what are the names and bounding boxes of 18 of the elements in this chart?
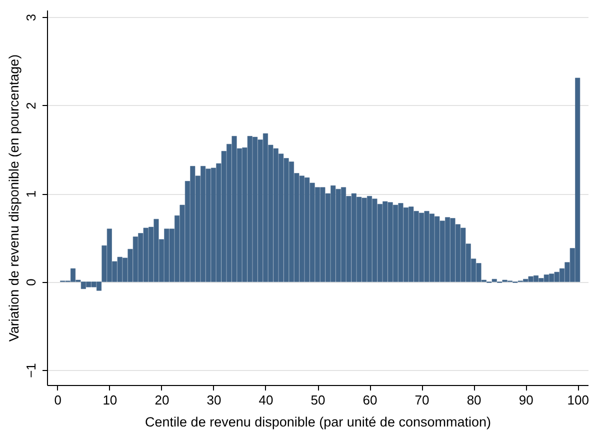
y-tick-label: −1 [24, 363, 38, 378]
x-tick-label: 40 [258, 392, 274, 408]
x-tick-label: 70 [414, 392, 430, 408]
x-tick-label: 100 [567, 392, 589, 408]
x-axis-title: Centile de revenu disponible (par unité de consommation) [145, 414, 491, 430]
x-tick-label: 60 [362, 392, 378, 408]
y-tick-label: 0 [24, 278, 38, 286]
x-tick-label: 20 [154, 392, 170, 408]
y-tick-label: 2 [24, 102, 38, 110]
x-tick-label: 30 [206, 392, 222, 408]
y-tick-label: 1 [24, 190, 38, 198]
x-tick-label: 10 [102, 392, 118, 408]
y-axis-title: Variation de revenu disponible (en pourcentage) [6, 54, 22, 342]
x-tick-label: 80 [466, 392, 482, 408]
y-tick-label: 3 [24, 14, 38, 22]
x-tick-label: 90 [518, 392, 534, 408]
x-tick-label: 0 [54, 392, 62, 408]
x-tick-label: 50 [310, 392, 326, 408]
